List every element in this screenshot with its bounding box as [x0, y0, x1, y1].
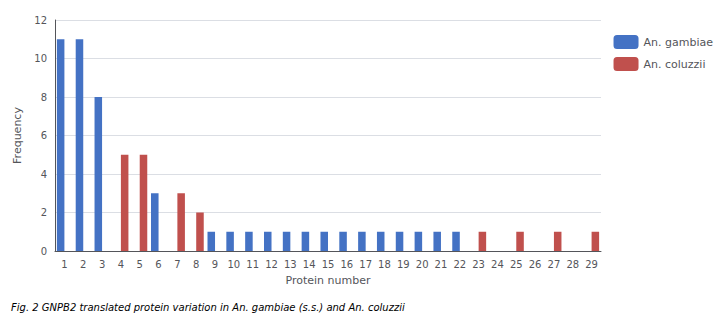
svg-text:24: 24: [491, 259, 504, 270]
svg-text:4: 4: [118, 259, 124, 270]
svg-text:Protein number: Protein number: [286, 274, 371, 287]
svg-text:1: 1: [61, 259, 67, 270]
svg-text:27: 27: [548, 259, 561, 270]
svg-text:20: 20: [416, 259, 429, 270]
svg-text:An. gambiae: An. gambiae: [644, 36, 714, 49]
svg-text:15: 15: [322, 259, 335, 270]
svg-text:7: 7: [174, 259, 180, 270]
svg-text:0: 0: [41, 246, 47, 257]
svg-text:18: 18: [378, 259, 391, 270]
svg-text:Fig. 2 GNPB2 translated protei: Fig. 2 GNPB2 translated protein variatio…: [11, 302, 405, 313]
svg-text:12: 12: [265, 259, 278, 270]
svg-text:5: 5: [137, 259, 143, 270]
svg-text:9: 9: [212, 259, 218, 270]
svg-text:4: 4: [41, 169, 47, 180]
svg-text:23: 23: [472, 259, 485, 270]
svg-text:8: 8: [193, 259, 199, 270]
svg-text:6: 6: [155, 259, 161, 270]
svg-text:19: 19: [397, 259, 410, 270]
svg-text:14: 14: [303, 259, 316, 270]
svg-text:13: 13: [284, 259, 297, 270]
svg-text:2: 2: [41, 207, 47, 218]
svg-text:29: 29: [585, 259, 598, 270]
svg-text:10: 10: [227, 259, 240, 270]
svg-text:11: 11: [246, 259, 259, 270]
svg-text:10: 10: [34, 53, 47, 64]
svg-text:2: 2: [80, 259, 86, 270]
svg-text:25: 25: [510, 259, 523, 270]
svg-text:8: 8: [41, 92, 47, 103]
svg-text:An. coluzzii: An. coluzzii: [644, 58, 706, 71]
svg-text:17: 17: [359, 259, 372, 270]
svg-text:12: 12: [34, 15, 47, 26]
svg-text:21: 21: [435, 259, 448, 270]
svg-text:3: 3: [99, 259, 105, 270]
svg-text:28: 28: [566, 259, 579, 270]
svg-text:6: 6: [41, 130, 47, 141]
svg-text:26: 26: [529, 259, 542, 270]
svg-text:16: 16: [340, 259, 353, 270]
svg-text:Frequency: Frequency: [11, 107, 24, 164]
svg-text:22: 22: [453, 259, 466, 270]
